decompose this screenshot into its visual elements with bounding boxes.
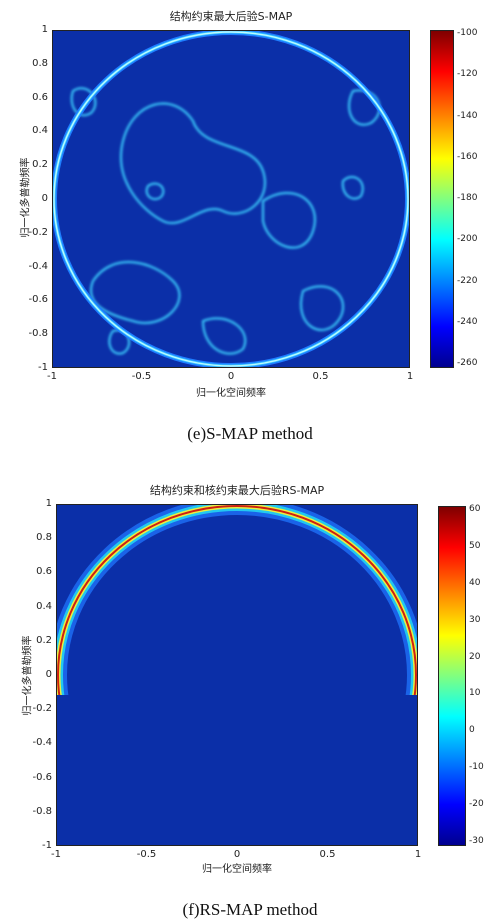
colorbar-tick-label: 10 <box>469 688 481 699</box>
y-tick-label: 0.6 <box>36 566 52 578</box>
colorbar-tick-label: -200 <box>457 234 478 245</box>
y-tick-label: -0.8 <box>28 328 48 340</box>
colorbar-tick-label: -180 <box>457 193 478 203</box>
colorbar-tick-label: 20 <box>469 651 481 662</box>
heatmap-plot-area <box>52 30 410 368</box>
x-axis-label: 归一化空间频率 <box>196 388 266 399</box>
sidelobe-contour <box>90 261 181 324</box>
sidelobe-contour <box>70 87 97 117</box>
chart-title: 结构约束和核约束最大后验RS-MAP <box>149 484 325 497</box>
panel-f: 结构约束和核约束最大后验RS-MAP 1 0.8 0.6 0.4 0.2 0 -0.2 -0.… <box>0 462 500 924</box>
y-tick-label: 0.2 <box>32 159 48 171</box>
colorbar-tick-label: 40 <box>469 577 481 588</box>
colorbar-tick-label: -20 <box>469 799 484 810</box>
y-tick-label: 0.8 <box>36 532 52 544</box>
colorbar-tick-label: -160 <box>457 151 478 162</box>
colorbar-tick-label: 60 <box>469 504 481 514</box>
y-tick-label: 0 <box>45 669 52 680</box>
sidelobe-contour <box>201 317 247 355</box>
colorbar-tick-label: -30 <box>469 836 484 846</box>
y-tick-label: -0.4 <box>28 260 48 272</box>
y-axis-label: 归一化多普勒频率 <box>20 157 32 238</box>
y-tick-label: -1 <box>38 362 48 373</box>
sidelobe-contour <box>300 285 344 331</box>
y-tick-label: 0.4 <box>32 125 48 137</box>
panel-e: 结构约束最大后验S-MAP 1 0.8 0.6 0.4 0.2 0 -0.2 -0.4 -0.6… <box>20 10 478 443</box>
x-tick-label: 0.5 <box>319 849 336 860</box>
y-tick-label: -0.6 <box>28 294 48 306</box>
y-axis-label: 归一化多普勒频率 <box>22 635 34 716</box>
x-tick-label: -0.5 <box>136 849 157 860</box>
x-tick-label: 0.5 <box>312 371 329 382</box>
heatmap-plot-area <box>56 504 418 846</box>
colorbar <box>438 506 466 846</box>
y-tick-label: 0.8 <box>32 57 48 69</box>
y-tick-label: 0 <box>41 193 48 204</box>
sidelobe-contour <box>120 102 266 224</box>
y-tick-label: 1 <box>45 498 52 509</box>
colorbar-tick-label: 50 <box>469 540 481 551</box>
heatmap-rs-map <box>57 505 417 845</box>
heatmap-s-map <box>53 31 409 367</box>
x-tick-label: 1 <box>414 849 422 860</box>
x-tick-label: -1 <box>51 849 61 860</box>
x-axis-label: 归一化空间频率 <box>202 864 272 875</box>
background-mask <box>57 695 417 845</box>
colorbar-tick-label: -220 <box>457 275 478 286</box>
y-tick-label: 0.4 <box>36 600 52 612</box>
y-tick-label: -0.4 <box>32 737 52 749</box>
colorbar-tick-label: -10 <box>469 762 484 773</box>
figure-caption: (e)S-MAP method <box>187 424 313 443</box>
figure-caption: (f)RS-MAP method <box>182 900 318 919</box>
colorbar-tick-label: -140 <box>457 110 478 121</box>
y-tick-label: -1 <box>42 840 52 851</box>
y-tick-label: -0.8 <box>32 805 52 817</box>
x-tick-label: -0.5 <box>131 371 152 382</box>
colorbar-tick-label: 30 <box>469 614 481 625</box>
colorbar-tick-label: -260 <box>457 358 478 368</box>
y-tick-label: 1 <box>41 24 48 35</box>
x-tick-label: 0 <box>233 849 241 860</box>
x-tick-label: 0 <box>227 371 235 382</box>
x-tick-label: 1 <box>406 371 414 382</box>
heatmap-background <box>53 31 409 367</box>
y-tick-label: 0.6 <box>32 91 48 103</box>
y-tick-label: -0.6 <box>32 771 52 783</box>
sidelobe-contour <box>262 191 316 249</box>
lower-band <box>109 837 365 845</box>
colorbar <box>430 30 454 368</box>
x-tick-label: -1 <box>47 371 57 382</box>
colorbar-tick-label: -100 <box>457 28 478 38</box>
chart-title: 结构约束最大后验S-MAP <box>169 10 293 23</box>
y-tick-label: -0.2 <box>32 703 52 715</box>
y-tick-label: 0.2 <box>36 634 52 646</box>
sidelobe-contour <box>341 176 364 200</box>
colorbar-tick-label: -120 <box>457 69 478 80</box>
colorbar-tick-label: 0 <box>469 725 475 736</box>
y-tick-label: -0.2 <box>28 226 48 238</box>
colorbar-tick-label: -240 <box>457 316 478 327</box>
clutter-ridge-arc <box>53 31 409 367</box>
sidelobe-contour <box>145 182 165 201</box>
